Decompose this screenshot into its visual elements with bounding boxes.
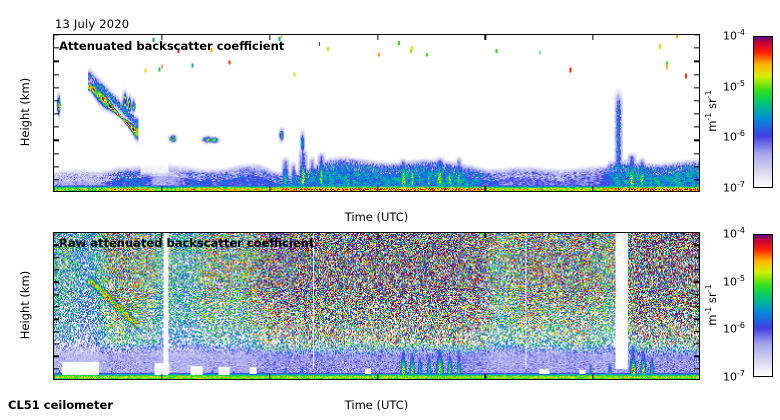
- y-axis-label-bottom: Height (km): [18, 270, 32, 340]
- x-tick-mark: [484, 35, 486, 40]
- x-tick-mark: [376, 233, 379, 238]
- y-tick-mark: [694, 47, 699, 49]
- x-tick-mark: [54, 35, 55, 40]
- y-tick-mark: [54, 244, 59, 246]
- colorbar-bottom: [753, 234, 773, 377]
- x-tick-mark: [161, 374, 163, 379]
- y-tick-mark: [694, 139, 699, 141]
- instrument-label: CL51 ceilometer: [8, 398, 113, 412]
- colorbar-tick-label: 10-6: [723, 321, 745, 336]
- y-tick-mark: [54, 343, 59, 345]
- colorbar-tick-label: 10-4: [723, 27, 745, 43]
- y-tick-mark: [694, 343, 699, 345]
- x-axis-label-bottom: Time (UTC): [344, 398, 409, 412]
- y-tick-mark: [54, 152, 59, 155]
- x-tick-mark: [592, 233, 594, 238]
- y-tick-mark: [54, 139, 59, 141]
- y-tick-mark: [54, 269, 59, 271]
- y-tick-mark: [694, 60, 699, 62]
- x-tick-mark: [161, 186, 163, 191]
- x-axis-label-top: Time (UTC): [344, 210, 409, 224]
- y-tick-mark: [54, 87, 59, 89]
- x-tick-mark: [484, 186, 486, 191]
- x-tick-mark: [54, 233, 55, 238]
- colorbar-tick-label: 10-7: [723, 368, 745, 384]
- y-tick-mark: [694, 368, 699, 370]
- x-tick-mark: [54, 186, 55, 191]
- x-tick-mark: [592, 374, 594, 379]
- y-tick-mark: [694, 331, 699, 333]
- y-tick-mark: [694, 257, 699, 259]
- y-tick-mark: [54, 166, 59, 168]
- x-tick-mark: [269, 374, 271, 379]
- colorbar-unit-label-bottom: m-1 sr-1: [704, 283, 719, 326]
- plot-area-attenuated-backscatter[interactable]: 012345678910111200:0004:0008:0012:0016:0…: [53, 34, 700, 192]
- y-tick-mark: [694, 281, 699, 283]
- y-tick-mark: [54, 355, 59, 357]
- x-tick-mark: [484, 233, 486, 238]
- x-tick-mark: [592, 35, 594, 40]
- y-tick-mark: [694, 87, 699, 89]
- x-tick-mark: [269, 233, 271, 238]
- colorbar-unit-label-top: m-1 sr-1: [704, 90, 719, 132]
- y-tick-mark: [694, 306, 699, 308]
- x-tick-mark: [376, 35, 379, 40]
- x-tick-mark: [161, 35, 163, 40]
- panel-title-raw-attenuated-backscatter: Raw attenuated backscatter coefficient: [59, 236, 315, 251]
- y-tick-mark: [54, 306, 59, 308]
- colorbar-tick-label: 10-6: [723, 129, 745, 144]
- colorbar-tick-label: 10-4: [723, 225, 745, 241]
- y-tick-mark: [694, 152, 699, 155]
- y-tick-mark: [694, 126, 699, 128]
- y-tick-mark: [694, 166, 699, 168]
- y-tick-mark: [694, 100, 699, 102]
- y-tick-mark: [54, 60, 59, 62]
- y-tick-mark: [54, 233, 59, 234]
- y-tick-mark: [54, 35, 59, 36]
- y-tick-mark: [694, 233, 699, 234]
- y-tick-mark: [54, 281, 59, 283]
- x-tick-mark: [376, 186, 379, 191]
- x-tick-mark: [161, 233, 163, 238]
- plot-area-raw-attenuated-backscatter[interactable]: 012345678910111200:0004:0008:0012:0016:0…: [53, 232, 700, 380]
- y-tick-mark: [54, 331, 59, 333]
- panel-title-attenuated-backscatter: Attenuated backscatter coefficient: [59, 38, 285, 53]
- y-tick-mark: [54, 368, 59, 370]
- y-tick-mark: [694, 269, 699, 271]
- colorbar-tick-label: 10-5: [723, 273, 745, 289]
- y-tick-mark: [54, 126, 59, 128]
- y-tick-mark: [54, 294, 59, 296]
- x-tick-mark: [269, 35, 271, 40]
- y-tick-mark: [694, 244, 699, 246]
- y-tick-mark: [694, 73, 699, 76]
- y-tick-mark: [54, 47, 59, 49]
- y-tick-mark: [694, 179, 699, 181]
- y-tick-mark: [54, 73, 59, 76]
- y-tick-mark: [694, 35, 699, 36]
- x-tick-mark: [592, 186, 594, 191]
- figure-date-title: 13 July 2020: [55, 17, 130, 31]
- y-tick-mark: [54, 113, 59, 115]
- y-tick-mark: [54, 179, 59, 181]
- y-axis-label-top: Height (km): [18, 77, 32, 147]
- y-tick-mark: [694, 318, 699, 320]
- x-tick-mark: [376, 374, 379, 379]
- y-tick-mark: [54, 100, 59, 102]
- y-tick-mark: [694, 294, 699, 296]
- y-tick-mark: [54, 318, 59, 320]
- y-tick-mark: [694, 113, 699, 115]
- colorbar-tick-label: 10-7: [723, 179, 745, 195]
- colorbar-tick-label: 10-5: [723, 78, 745, 94]
- x-tick-mark: [54, 374, 55, 379]
- x-tick-mark: [484, 374, 486, 379]
- x-tick-mark: [269, 186, 271, 191]
- y-tick-mark: [54, 257, 59, 259]
- colorbar-top: [753, 36, 773, 188]
- y-tick-mark: [694, 355, 699, 357]
